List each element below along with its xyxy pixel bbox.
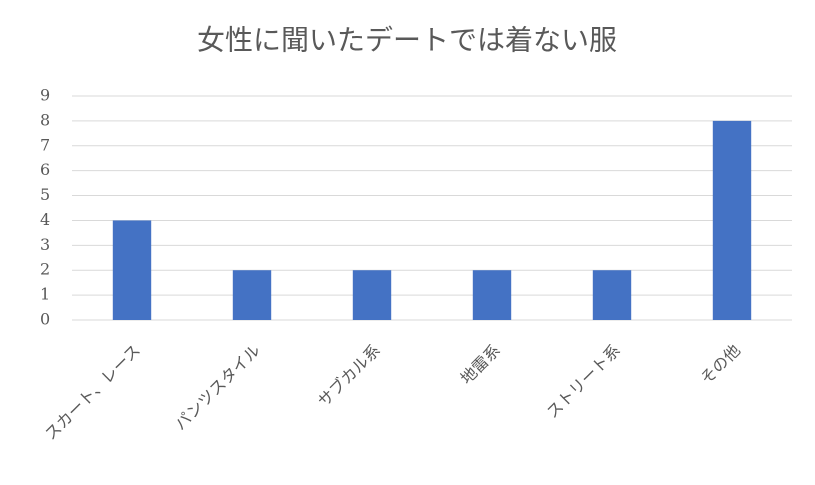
y-tick-label: 8 (40, 110, 50, 129)
bar (592, 270, 632, 320)
y-tick-label: 6 (40, 160, 50, 179)
x-tick-label: スカート、レース (41, 341, 144, 444)
y-tick-label: 9 (40, 86, 50, 105)
x-tick-label: 地雷系 (457, 341, 504, 388)
chart-title: 女性に聞いたデートでは着ない服 (197, 24, 617, 57)
x-tick-label: ストリート系 (543, 341, 624, 422)
bar (112, 220, 152, 320)
y-tick-label: 2 (40, 260, 50, 279)
x-tick-label: サブカル系 (314, 341, 384, 411)
bar (712, 120, 752, 320)
x-tick-label: パンツスタイル (171, 341, 264, 434)
bar (472, 270, 512, 320)
x-tick-label: その他 (697, 341, 744, 388)
y-tick-label: 5 (40, 185, 50, 204)
y-tick-label: 4 (40, 210, 50, 229)
bar (352, 270, 392, 320)
y-tick-label: 1 (40, 285, 50, 304)
y-tick-label: 0 (40, 310, 50, 329)
bar (232, 270, 272, 320)
y-tick-label: 3 (40, 235, 50, 254)
y-tick-label: 7 (40, 135, 50, 154)
